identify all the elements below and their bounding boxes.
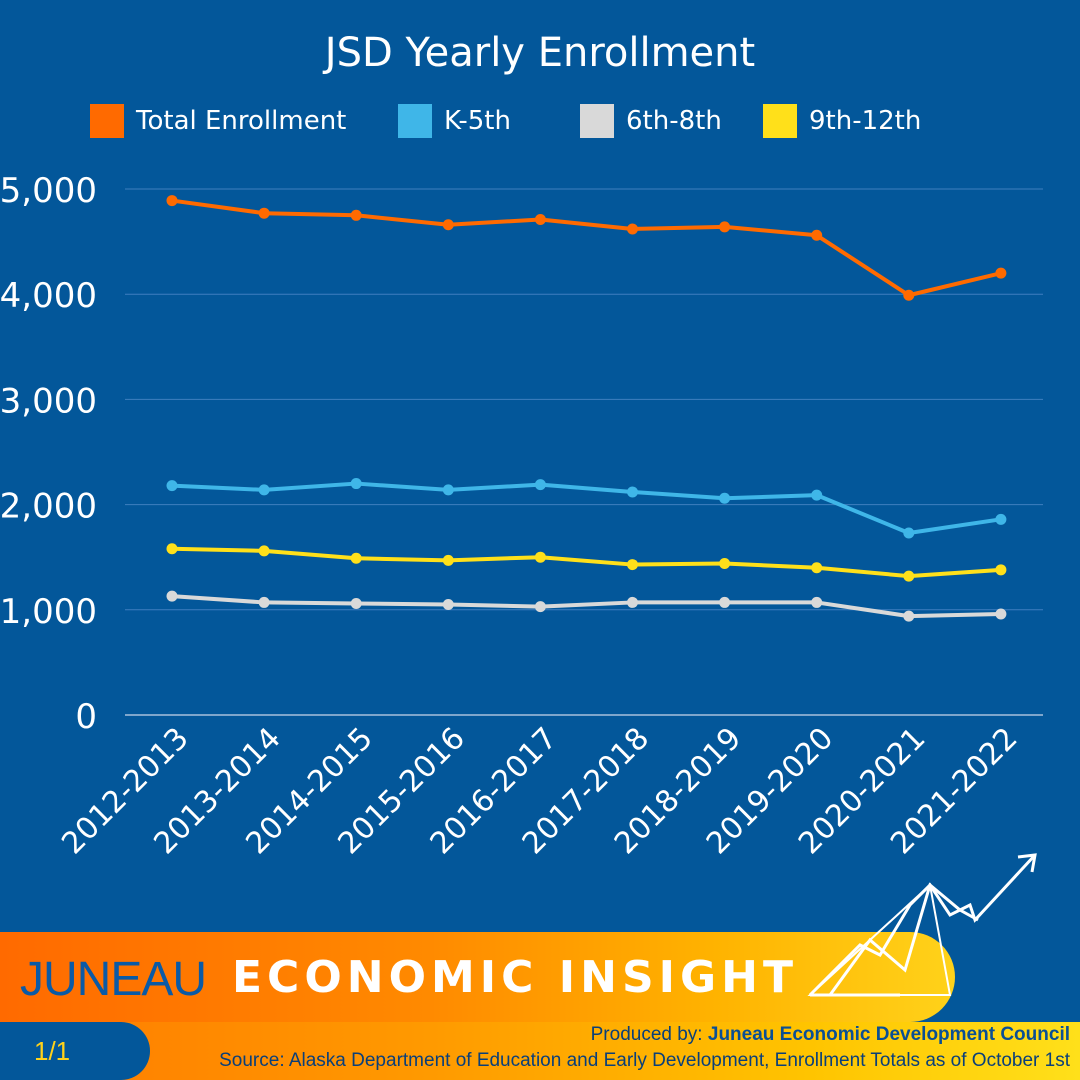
series-line (171, 481, 1002, 536)
data-point (534, 479, 546, 491)
data-point (719, 221, 731, 233)
data-point (166, 195, 178, 207)
data-point (442, 599, 454, 611)
data-point (258, 545, 270, 557)
data-point (903, 289, 915, 301)
data-point (442, 484, 454, 496)
data-point (350, 209, 362, 221)
series-line (171, 198, 1002, 298)
series-line (171, 546, 1002, 579)
legend-label-total: Total Enrollment (136, 106, 347, 136)
legend-item-total: Total Enrollment (90, 104, 346, 138)
data-point (442, 554, 454, 566)
series-line (171, 594, 1001, 619)
data-point (534, 551, 546, 563)
data-point (258, 596, 270, 608)
data-point (627, 486, 638, 498)
data-point (258, 484, 270, 496)
source-note: Source: Alaska Department of Education a… (219, 1050, 1070, 1071)
data-point (627, 223, 638, 235)
data-point (903, 527, 915, 539)
brand-banner (0, 932, 955, 1022)
y-tick-label: 4,000 (0, 276, 97, 316)
data-point (627, 559, 638, 571)
data-point (350, 552, 362, 564)
chart-title: JSD Yearly Enrollment (324, 30, 756, 76)
data-point (258, 207, 270, 219)
data-point (166, 543, 178, 555)
legend-swatch-total (90, 104, 124, 138)
data-point (995, 267, 1007, 279)
legend-label-9-12: 9th-12th (809, 106, 922, 136)
rising-chart-arrow-icon (807, 853, 1037, 997)
brand-tagline: ECONOMIC INSIGHT (232, 952, 798, 1003)
data-point (166, 590, 178, 602)
page-indicator-tab (0, 1022, 150, 1080)
data-point (442, 219, 454, 231)
data-point (995, 564, 1007, 576)
data-point (627, 596, 638, 608)
legend-swatch-6-8 (580, 104, 614, 138)
data-point (719, 492, 731, 504)
data-point (811, 562, 823, 574)
produced-label: Produced by: (590, 1024, 703, 1045)
y-tick-label: 5,000 (0, 171, 97, 211)
legend-item-6-8: 6th-8th (580, 104, 722, 138)
data-point (350, 597, 362, 609)
produced-by-line: Produced by: Juneau Economic Development… (591, 1024, 1070, 1046)
page-indicator: 1/1 (34, 1036, 71, 1066)
legend-label-k5: K-5th (444, 106, 511, 136)
data-point (719, 558, 731, 570)
chart-legend: Total Enrollment K-5th 6th-8th 9th-12th (0, 104, 1080, 144)
y-tick-label: 0 (75, 697, 97, 737)
data-point (811, 596, 823, 608)
legend-swatch-9-12 (763, 104, 797, 138)
y-tick-label: 2,000 (0, 487, 97, 527)
data-point (719, 596, 731, 608)
data-point (534, 601, 546, 613)
legend-label-6-8: 6th-8th (626, 106, 722, 136)
data-point (811, 489, 823, 501)
producer-name: Juneau Economic Development Council (707, 1024, 1070, 1045)
footer-strip (0, 1022, 1080, 1080)
data-point (350, 478, 362, 490)
brand-name: JUNEAU (20, 953, 207, 1006)
data-point (903, 610, 915, 622)
y-tick-label: 1,000 (0, 592, 97, 632)
data-point (811, 229, 823, 241)
legend-swatch-k5 (398, 104, 432, 138)
y-tick-label: 3,000 (0, 381, 97, 421)
legend-item-9-12: 9th-12th (763, 104, 921, 138)
data-point (995, 608, 1007, 620)
legend-item-k5: K-5th (398, 104, 511, 138)
data-point (903, 570, 915, 582)
data-point (534, 214, 546, 226)
data-point (995, 513, 1007, 525)
data-point (166, 480, 178, 492)
